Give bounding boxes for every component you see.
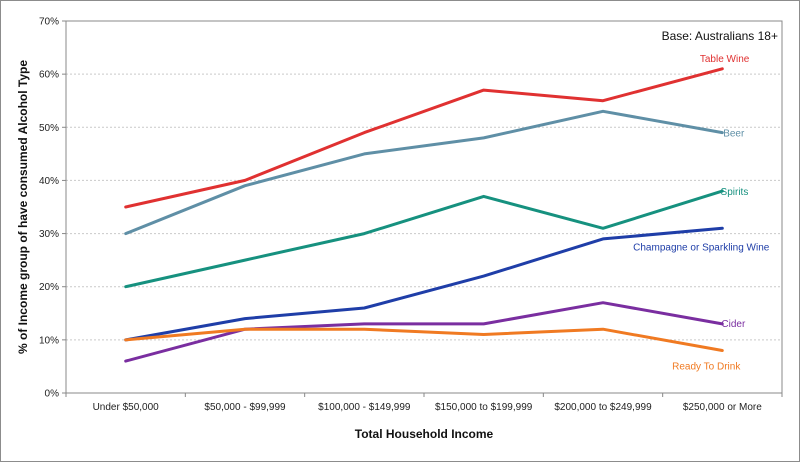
x-tick-label: Under $50,000 xyxy=(93,402,160,413)
series-lines xyxy=(124,67,724,363)
x-tick-label: $50,000 - $99,999 xyxy=(204,402,286,413)
y-tick-label: 30% xyxy=(39,229,59,240)
y-tick-label: 20% xyxy=(39,282,59,293)
y-tick-label: 60% xyxy=(39,70,59,81)
y-axis-title: % of Income group of have consumed Alcoh… xyxy=(16,60,30,354)
series-line-cider xyxy=(124,301,724,363)
series-labels: Table Wine Beer Spirits Champagne or Sparkl… xyxy=(633,54,770,373)
y-axis: 0% 10% 20% 30% 40% 50% 60% 70% xyxy=(39,17,66,400)
y-tick-label: 0% xyxy=(45,389,60,400)
series-line-ready-to-drink xyxy=(124,327,724,352)
series-label-champagne-or-sparkling-wine: Champagne or Sparkling Wine xyxy=(633,242,770,253)
series-label-ready-to-drink: Ready To Drink xyxy=(672,361,741,372)
y-tick-label: 50% xyxy=(39,123,59,134)
y-tick-label: 40% xyxy=(39,176,59,187)
x-tick-label: $150,000 to $199,999 xyxy=(435,402,533,413)
series-line-table-wine xyxy=(124,67,724,209)
series-label-spirits: Spirits xyxy=(721,187,749,198)
x-axis-title: Total Household Income xyxy=(355,427,494,441)
series-line-champagne-or-sparkling-wine xyxy=(124,226,724,342)
series-label-cider: Cider xyxy=(721,319,746,330)
series-label-table-wine: Table Wine xyxy=(700,54,750,65)
series-line-spirits xyxy=(124,189,724,289)
x-tick-label: $250,000 or More xyxy=(683,402,762,413)
x-tick-label: $200,000 to $249,999 xyxy=(554,402,652,413)
y-tick-label: 10% xyxy=(39,335,59,346)
series-label-beer: Beer xyxy=(723,129,745,140)
x-axis: Under $50,000 $50,000 - $99,999 $100,000 -… xyxy=(65,393,783,413)
x-tick-label: $100,000 - $149,999 xyxy=(318,402,411,413)
series-line-beer xyxy=(124,109,724,236)
base-annotation: Base: Australians 18+ xyxy=(662,29,778,43)
y-tick-label: 70% xyxy=(39,17,59,28)
